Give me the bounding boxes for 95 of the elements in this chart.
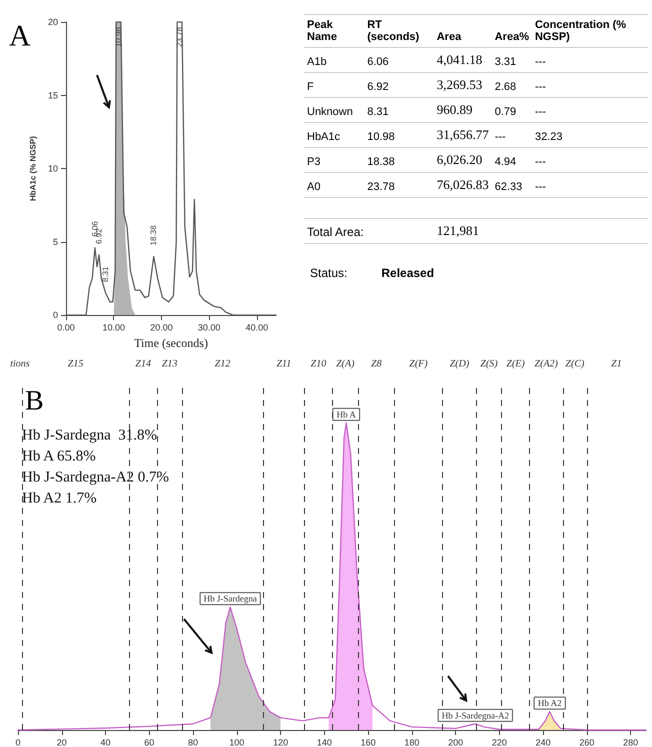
annotation: Hb J-Sardegna-A2 0.7% (22, 470, 170, 486)
text: Status: (310, 266, 348, 280)
x-tick-label: 80 (188, 738, 198, 747)
y-tick-label: 15 (48, 90, 58, 100)
text: 18.38 (367, 156, 395, 168)
x-tick-label: 60 (144, 738, 154, 747)
text: HbA1c (307, 131, 340, 143)
text: 32.23 (534, 131, 563, 143)
text: P3 (307, 156, 320, 168)
text: 3.31 (494, 56, 516, 68)
text: 4.94 (494, 156, 516, 168)
y-axis-title: HbA1c (% NGSP) (28, 136, 38, 202)
text: F (307, 81, 314, 93)
x-tick-label: 120 (273, 738, 288, 747)
text: Z(S) (480, 358, 498, 370)
category-label: RT (seconds) (364, 14, 434, 48)
annotation: 10.98 (114, 26, 123, 48)
text: Z(C) (565, 358, 585, 370)
annotation: Hb A (336, 409, 356, 420)
y-tick-label: 20 (48, 17, 58, 27)
text: Z13 (162, 358, 178, 370)
x-tick-label: 200 (448, 738, 464, 747)
chart-title: A (9, 20, 31, 52)
text: A0 (307, 181, 320, 193)
annotation: Hb J-Sardegna 31.8% (22, 428, 157, 444)
text: Z(A2) (534, 358, 559, 370)
text: Z(E) (506, 358, 526, 370)
chart-title: B (25, 386, 44, 416)
annotation: 8.31 (101, 266, 110, 282)
x-tick-label: 10.00 (102, 322, 125, 333)
text: --- (534, 56, 546, 68)
text: tions (10, 358, 30, 370)
text: --- (534, 181, 546, 193)
text: Z10 (310, 358, 326, 370)
text: 8.31 (367, 106, 389, 118)
category-label: Area (434, 14, 492, 48)
annotation: Hb J-Sardegna (204, 594, 257, 604)
text: Z12 (214, 358, 230, 370)
category-label: Concentration (% NGSP) (532, 14, 648, 48)
text: 4,041.18 (436, 52, 482, 67)
text: 76,026.83 (436, 177, 489, 192)
category-label: Peak Name (304, 14, 364, 48)
annotation: Hb A2 1.7% (22, 490, 97, 506)
text: Unknown (307, 106, 353, 118)
text: --- (534, 156, 546, 168)
annotation: 23.78 (174, 26, 184, 48)
text: 960.89 (436, 102, 472, 117)
text: 0.79 (494, 106, 516, 118)
x-tick-label: 100 (229, 738, 244, 747)
text: Z8 (371, 358, 382, 370)
text: Z15 (68, 358, 84, 370)
y-tick-label: 5 (52, 236, 58, 247)
x-tick-label: 160 (360, 738, 376, 747)
text: --- (534, 106, 546, 118)
x-tick-label: 40 (100, 738, 111, 747)
text: --- (534, 81, 546, 93)
text: 10.98 (367, 131, 395, 143)
text: Z(D) (450, 358, 470, 370)
annotation: Hb J-Sardegna-A2 (442, 710, 509, 720)
x-tick-label: 260 (579, 738, 594, 747)
x-tick-label: 20.00 (150, 322, 173, 333)
y-tick-label: 0 (52, 310, 58, 320)
text: 2.68 (494, 81, 516, 93)
text: Released (381, 266, 434, 280)
text: Z1 (611, 358, 622, 370)
category-label: Area% (492, 14, 532, 48)
text: Z(F) (409, 358, 428, 370)
annotation: Hb A2 (538, 698, 562, 708)
text: A1b (307, 56, 327, 68)
text: Z11 (276, 358, 292, 370)
x-tick-label: 180 (404, 738, 420, 747)
text: 6,026.20 (436, 152, 482, 167)
text: Z(A) (336, 358, 356, 370)
text: Total Area: (304, 218, 434, 244)
text: Z14 (135, 358, 151, 370)
x-tick-label: 0.00 (57, 322, 75, 333)
x-tick-label: 280 (623, 738, 638, 747)
text: 31,656.77 (436, 127, 489, 142)
text: 6.06 (367, 56, 389, 68)
x-tick-label: 240 (536, 738, 551, 747)
x-axis-title: Time (seconds) (134, 336, 208, 350)
annotation: Hb A 65.8% (22, 448, 96, 464)
y-tick-label: 10 (48, 164, 58, 174)
text: 6.92 (367, 81, 389, 93)
annotation: 18.38 (149, 224, 158, 246)
x-tick-label: 40.00 (246, 322, 268, 333)
x-tick-label: 220 (492, 738, 507, 747)
text: --- (494, 131, 506, 143)
x-tick-label: 30.00 (198, 322, 220, 333)
text: 121,981 (434, 218, 648, 244)
text: 62.33 (494, 181, 522, 193)
text: 23.78 (367, 181, 395, 193)
x-tick-label: 140 (316, 738, 332, 747)
text: 3,269.53 (436, 77, 482, 92)
x-tick-label: 0 (15, 738, 21, 747)
